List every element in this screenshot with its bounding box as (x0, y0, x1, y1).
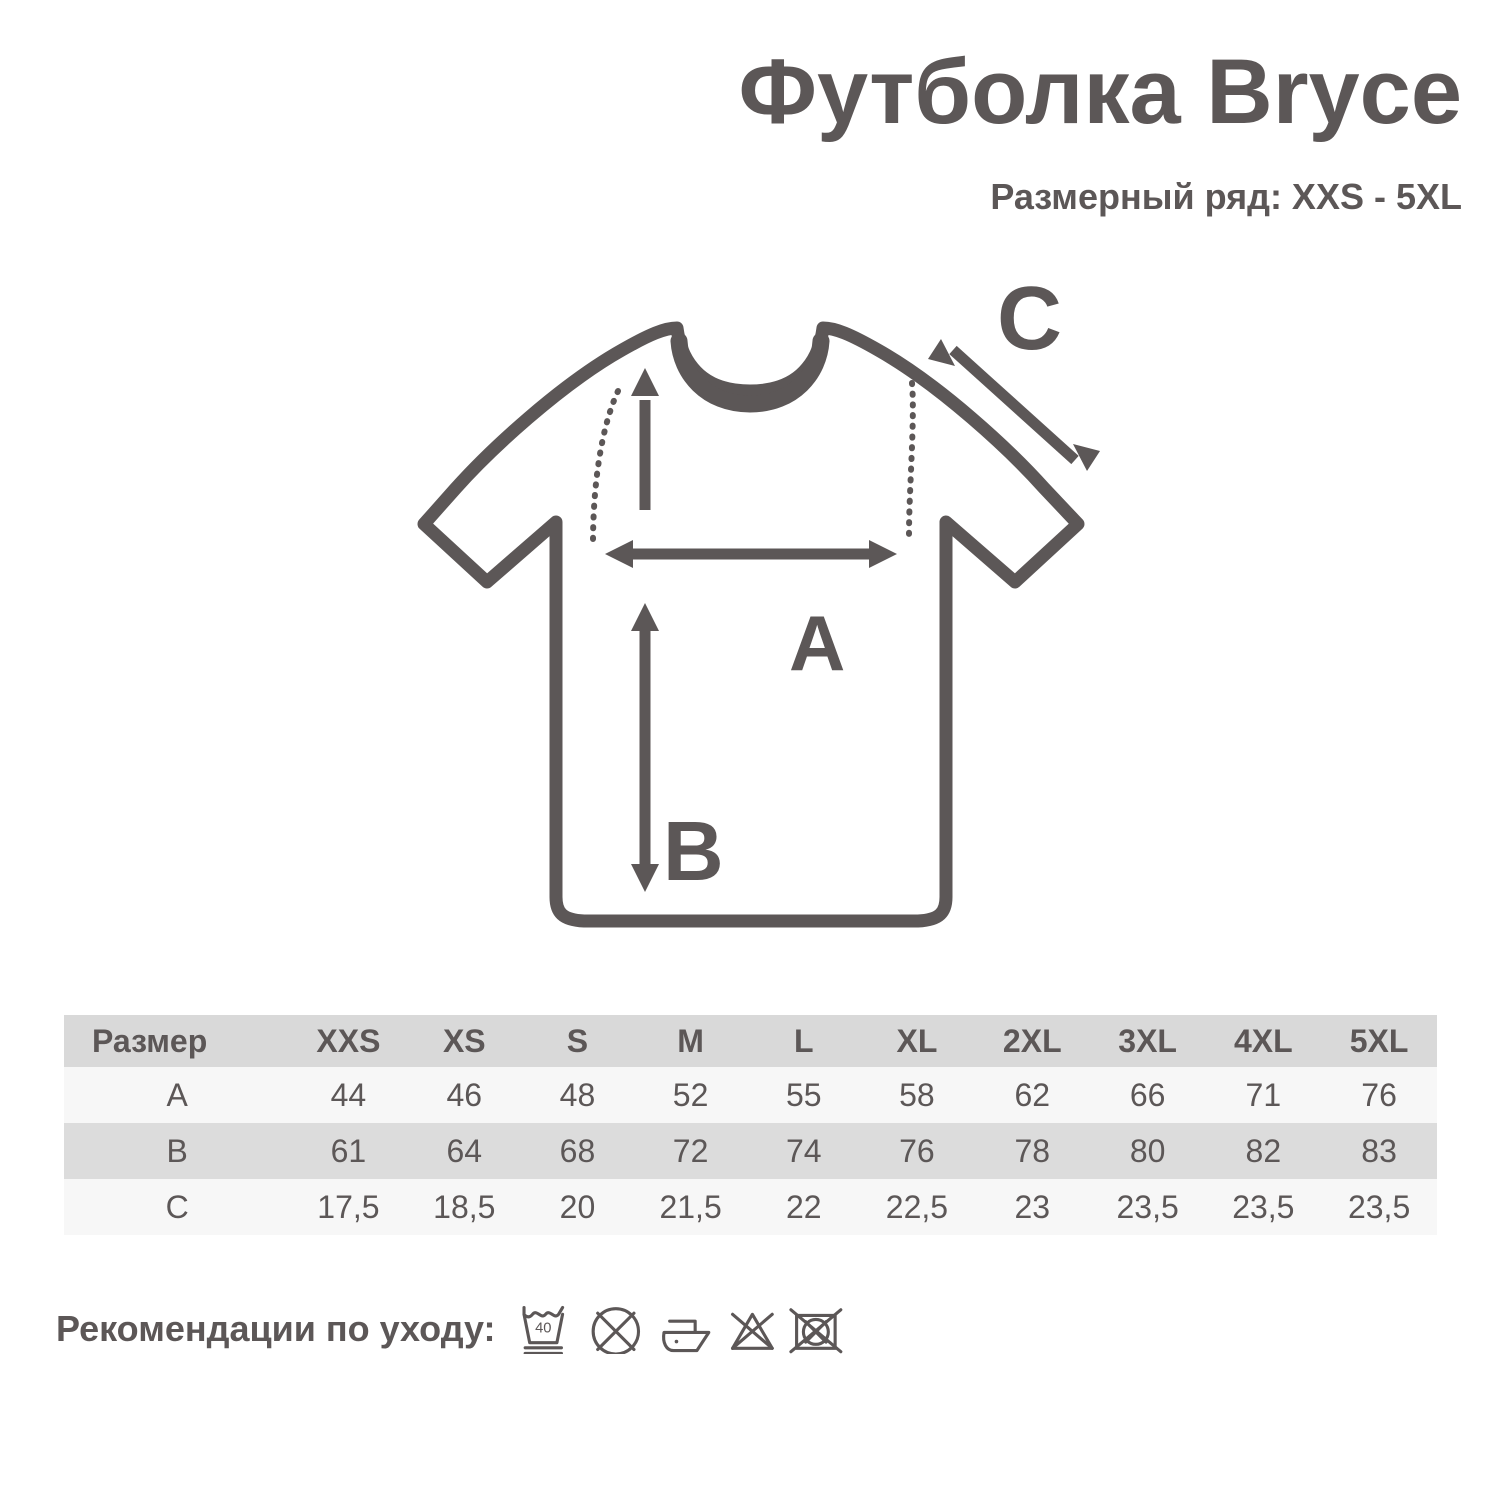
svg-text:C: C (997, 269, 1062, 369)
svg-text:A: A (789, 599, 845, 687)
svg-text:B: B (663, 804, 724, 898)
svg-text:40: 40 (535, 1320, 551, 1336)
